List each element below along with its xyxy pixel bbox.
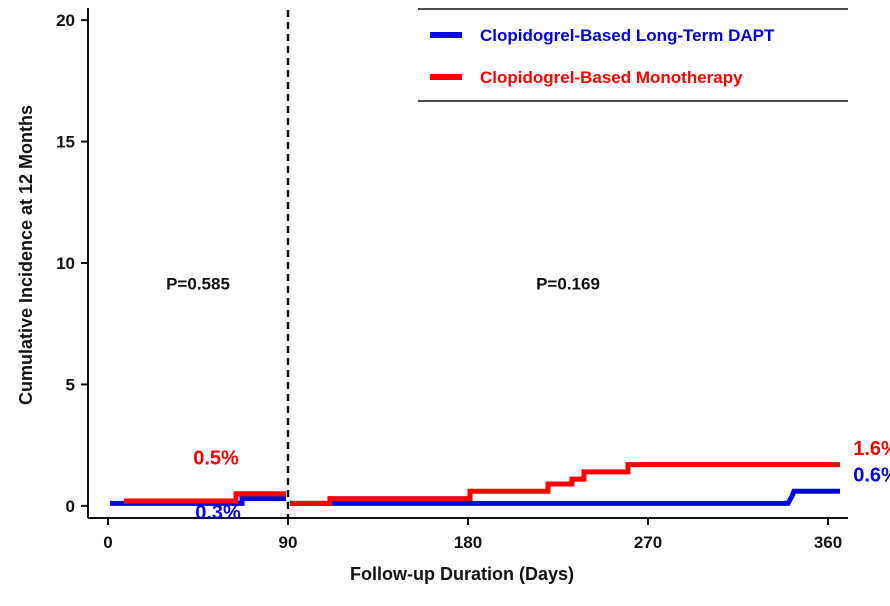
y-axis-title: Cumulative Incidence at 12 Months (16, 105, 36, 405)
end-value-labels: 0.3% 0.6% 0.5% 1.6% (193, 438, 890, 524)
y-axis-ticks: 0 5 10 15 20 (56, 11, 88, 516)
x-axis-title: Follow-up Duration (Days) (350, 564, 574, 584)
x-axis-ticks: 0 90 180 270 360 (103, 518, 842, 552)
end-value-label: 0.6% (853, 465, 890, 487)
legend-label-dapt: Clopidogrel-Based Long-Term DAPT (480, 26, 775, 45)
series-line-monotherapy-post-landmark (290, 462, 840, 506)
y-tick-label: 5 (66, 375, 75, 394)
y-tick-label: 20 (56, 11, 75, 30)
end-value-label: 0.3% (195, 502, 241, 524)
end-value-label: 0.5% (193, 448, 239, 470)
p-value-label: P=0.585 (166, 275, 230, 294)
p-value-annotations: P=0.585 P=0.169 (166, 275, 600, 294)
series-line-dapt-post-landmark (290, 488, 840, 506)
y-tick-label: 0 (66, 497, 75, 516)
x-tick-label: 270 (634, 533, 662, 552)
series-layer (110, 462, 840, 506)
legend-label-monotherapy: Clopidogrel-Based Monotherapy (480, 68, 743, 87)
y-tick-label: 15 (56, 133, 75, 152)
x-tick-label: 90 (279, 533, 298, 552)
end-value-label: 1.6% (853, 438, 890, 460)
p-value-label: P=0.169 (536, 275, 600, 294)
y-tick-label: 10 (56, 254, 75, 273)
x-tick-label: 180 (454, 533, 482, 552)
series-line-monotherapy-landmark (124, 491, 286, 504)
x-tick-label: 360 (814, 533, 842, 552)
legend: Clopidogrel-Based Long-Term DAPT Clopido… (418, 8, 848, 102)
x-tick-label: 0 (103, 533, 112, 552)
